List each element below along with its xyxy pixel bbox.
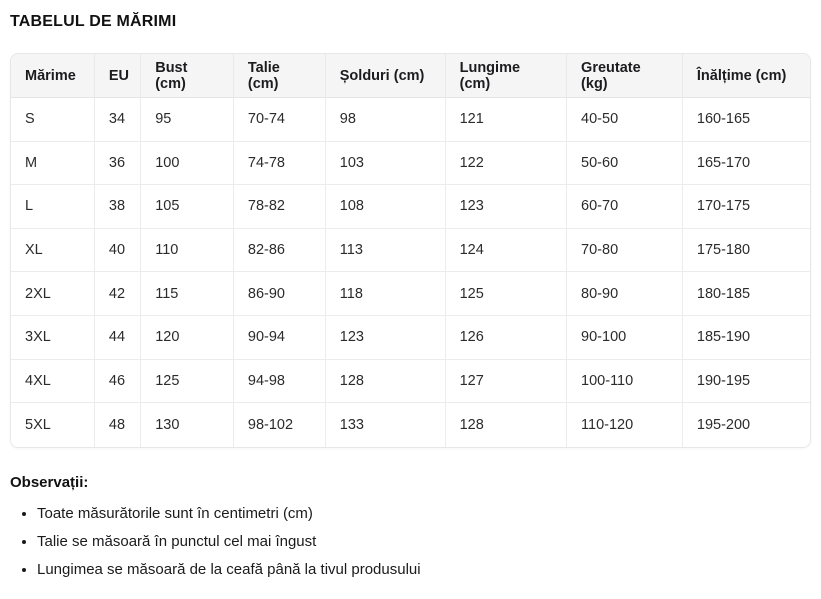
table-cell: 80-90 [567,272,683,316]
table-cell: 160-165 [682,98,810,142]
table-row: 5XL 48 130 98-102 133 128 110-120 195-200 [11,403,810,447]
table-cell: 3XL [11,315,95,360]
size-table-header-row: Mărime EU Bust (cm) Talie (cm) Șolduri (cm) L… [11,54,810,98]
notes-list: Toate măsurătorile sunt în centimetri (c… [10,505,811,578]
table-row: S 34 95 70-74 98 121 40-50 160-165 [11,98,810,142]
column-header: Înălțime (cm) [682,54,810,98]
column-header: Lungime (cm) [445,54,568,98]
table-cell: 127 [445,359,568,404]
column-header: Șolduri (cm) [325,54,446,98]
table-cell: M [11,141,95,186]
table-row: 2XL 42 115 86-90 118 125 80-90 180-185 [11,272,810,316]
table-cell: 82-86 [233,228,326,273]
table-cell: 40-50 [567,98,683,142]
table-row: L 38 105 78-82 108 123 60-70 170-175 [11,185,810,229]
table-cell: 70-74 [233,98,326,142]
table-cell: 165-170 [682,141,810,186]
table-cell: 195-200 [682,403,810,447]
table-cell: 110-120 [567,403,683,447]
table-cell: 98-102 [233,403,326,447]
table-cell: 128 [445,403,568,447]
table-cell: 94-98 [233,359,326,404]
table-cell: 74-78 [233,141,326,186]
table-cell: 175-180 [682,228,810,273]
table-cell: 185-190 [682,315,810,360]
table-cell: 86-90 [233,272,326,316]
table-cell: 2XL [11,272,95,316]
table-cell: 46 [94,359,142,404]
page-title: TABELUL DE MĂRIMI [10,13,177,30]
table-cell: 133 [325,403,446,447]
table-cell: 100-110 [567,359,683,404]
table-cell: XL [11,228,95,273]
table-cell: 130 [141,403,234,447]
table-cell: 103 [325,141,446,186]
table-cell: 118 [325,272,446,316]
table-cell: 121 [445,98,568,142]
column-header: Mărime [11,54,95,98]
size-chart-page: TABELUL DE MĂRIMI Mărime EU Bust (cm) Talie… [0,13,821,578]
list-item: Lungimea se măsoară de la ceafă până la … [37,561,811,578]
table-cell: 44 [94,315,142,360]
table-cell: 115 [141,272,234,316]
table-cell: 34 [94,98,142,142]
table-cell: 180-185 [682,272,810,316]
table-cell: 120 [141,315,234,360]
table-cell: 113 [325,228,446,273]
table-row: M 36 100 74-78 103 122 50-60 165-170 [11,141,810,186]
table-cell: 78-82 [233,185,326,229]
table-cell: 90-100 [567,315,683,360]
table-cell: 100 [141,141,234,186]
table-row: 4XL 46 125 94-98 128 127 100-110 190-195 [11,359,810,404]
table-cell: 95 [141,98,234,142]
table-cell: 125 [141,359,234,404]
table-cell: 122 [445,141,568,186]
list-item: Toate măsurătorile sunt în centimetri (c… [37,505,811,522]
table-cell: 70-80 [567,228,683,273]
table-cell: 126 [445,315,568,360]
table-cell: L [11,185,95,229]
column-header: EU [94,54,142,98]
table-cell: 170-175 [682,185,810,229]
table-cell: 190-195 [682,359,810,404]
table-cell: 5XL [11,403,95,447]
size-table: Mărime EU Bust (cm) Talie (cm) Șolduri (cm) L… [11,54,810,447]
column-header: Greutate (kg) [567,54,683,98]
table-cell: 125 [445,272,568,316]
size-table-wrapper: Mărime EU Bust (cm) Talie (cm) Șolduri (cm) L… [10,53,811,448]
list-item: Talie se măsoară în punctul cel mai îngu… [37,533,811,550]
table-cell: 128 [325,359,446,404]
table-cell: 48 [94,403,142,447]
notes-title: Observații: [10,473,89,491]
table-cell: 98 [325,98,446,142]
table-cell: 36 [94,141,142,186]
table-cell: 124 [445,228,568,273]
table-cell: 60-70 [567,185,683,229]
table-cell: 123 [445,185,568,229]
table-row: 3XL 44 120 90-94 123 126 90-100 185-190 [11,315,810,360]
table-cell: 42 [94,272,142,316]
table-row: XL 40 110 82-86 113 124 70-80 175-180 [11,228,810,273]
size-table-body: S 34 95 70-74 98 121 40-50 160-165 M 36 100 74-78 10… [11,98,810,447]
table-cell: 4XL [11,359,95,404]
table-cell: 110 [141,228,234,273]
table-cell: 108 [325,185,446,229]
table-cell: 105 [141,185,234,229]
column-header: Talie (cm) [233,54,326,98]
table-cell: S [11,98,95,142]
column-header: Bust (cm) [141,54,234,98]
table-cell: 90-94 [233,315,326,360]
table-cell: 38 [94,185,142,229]
table-cell: 40 [94,228,142,273]
table-cell: 123 [325,315,446,360]
table-cell: 50-60 [567,141,683,186]
